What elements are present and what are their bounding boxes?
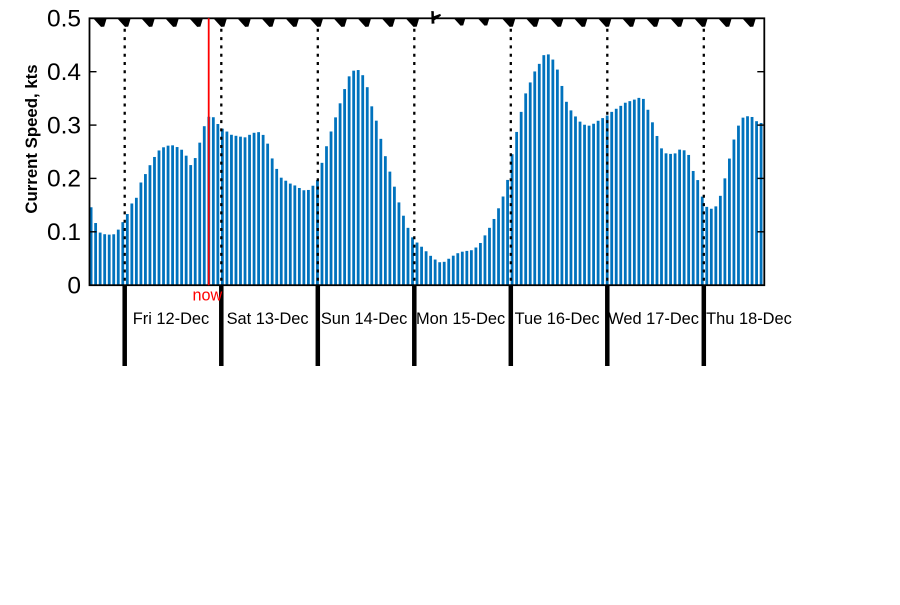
svg-text:0.5: 0.5 (47, 6, 81, 33)
svg-text:0: 0 (67, 272, 81, 299)
svg-text:0.4: 0.4 (47, 59, 81, 86)
svg-text:Sat 13-Dec: Sat 13-Dec (227, 310, 309, 328)
svg-text:Tue 16-Dec: Tue 16-Dec (515, 310, 600, 328)
svg-text:Fri 12-Dec: Fri 12-Dec (133, 310, 210, 328)
svg-text:Thu 18-Dec: Thu 18-Dec (706, 310, 792, 328)
svg-text:Current Speed, kts: Current Speed, kts (22, 64, 41, 213)
svg-text:0.1: 0.1 (47, 219, 81, 246)
svg-text:Wed 17-Dec: Wed 17-Dec (608, 310, 699, 328)
svg-text:Mon 15-Dec: Mon 15-Dec (416, 310, 505, 328)
svg-text:now: now (192, 286, 222, 304)
svg-text:Sun 14-Dec: Sun 14-Dec (321, 310, 408, 328)
svg-text:0.3: 0.3 (47, 112, 81, 139)
svg-text:0.2: 0.2 (47, 166, 81, 193)
